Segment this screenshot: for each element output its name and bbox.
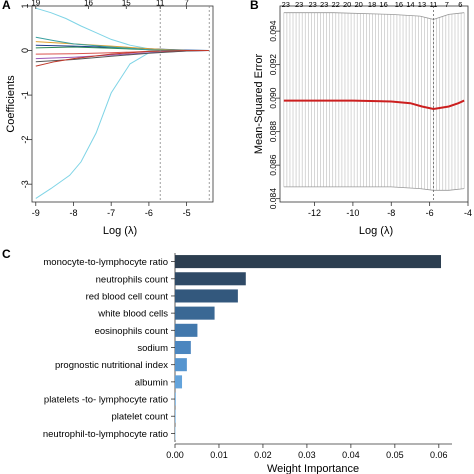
panel-a-frame [31,5,214,203]
weight-importance-panel: Weight Importance monocyte-to-lymphocyte… [43,253,452,474]
a-xtick-label-2: -7 [107,208,115,218]
a-xtick-label-0: -9 [32,208,40,218]
c-xtick-label-6: 0.06 [430,450,448,460]
b-xtick-label-2: -8 [387,208,395,218]
b-top-tick-label-4: 22 [331,0,339,9]
coefficient-path-0 [35,49,210,199]
a-top-tick-label-1: 16 [84,0,93,8]
feature-label-10: neutrophil-to-lymphocyte ratio [43,429,168,440]
a-ytick-label-2: -1 [20,91,30,99]
feature-label-0: monocyte-to-lymphocyte ratio [43,257,168,268]
a-top-tick-label-3: 11 [156,0,165,8]
c-xtick-label-3: 0.03 [298,450,316,460]
importance-bar-8 [175,392,176,406]
importance-bar-6 [175,358,187,372]
b-xtick-label-1: -10 [346,208,359,218]
mse-curve [283,99,465,111]
importance-bar-7 [175,375,183,389]
c-xtick-label-5: 0.05 [386,450,404,460]
coefficient-path-1 [35,7,210,51]
a-ytick-label-4: -3 [20,180,30,188]
feature-label-6: prognostic nutritional index [55,360,168,371]
b-ytick-label-1: 0.086 [268,154,278,176]
c-xtick-label-0: 0.00 [166,450,184,460]
b-top-tick-label-14: 6 [458,0,462,9]
panel-c-xlabel: Weight Importance [267,463,359,474]
b-top-tick-label-3: 23 [320,0,328,9]
b-top-tick-label-5: 20 [343,0,351,9]
feature-label-1: neutrophils count [96,274,169,285]
coefficient-path-9 [35,50,210,67]
importance-bar-0 [175,255,442,269]
a-top-tick-label-0: 19 [31,0,40,8]
a-ytick-label-0: 1 [20,3,30,8]
feature-label-4: eosinophils count [95,326,169,337]
b-ytick-label-3: 0.090 [268,87,278,109]
b-top-tick-label-2: 23 [308,0,316,9]
cross-validation-panel: Log (λ) Mean-Squared Error -12 -10 -8 -6 -4 0… [253,0,472,237]
lasso-coefficient-panel: Log (λ) Coefficients -9 -8 -7 -6 -5 1 0 -1 -2 -3 1… [5,0,214,237]
b-ytick-label-2: 0.088 [268,121,278,143]
feature-label-7: albumin [135,377,168,388]
feature-label-3: white blood cells [97,309,168,320]
a-ytick-label-3: -2 [20,136,30,144]
feature-label-9: platelet count [111,412,168,423]
panel-a-ylabel: Coefficients [5,75,17,133]
b-top-tick-label-12: 11 [430,0,438,9]
b-ytick-label-4: 0.092 [268,54,278,76]
b-xtick-label-4: -4 [464,208,472,218]
a-ytick-label-1: 0 [20,48,30,53]
b-top-tick-label-8: 16 [379,0,387,9]
c-xtick-label-4: 0.04 [342,450,360,460]
importance-bar-2 [175,289,238,303]
lower-bound-line [283,186,465,191]
panel-label-a: A [2,0,11,12]
feature-label-8: platelets -to- lymphocyte ratio [44,395,168,406]
a-xtick-label-1: -8 [69,208,77,218]
panel-b-ylabel: Mean-Squared Error [253,54,265,155]
b-top-tick-label-1: 23 [295,0,303,9]
importance-bar-5 [175,340,191,355]
importance-bar-1 [175,272,246,286]
upper-bound-line [283,12,465,20]
importance-bar-10 [175,426,176,440]
c-xtick-label-1: 0.01 [210,450,228,460]
b-ytick-label-0: 0.084 [268,188,278,210]
importance-bar-9 [175,409,176,423]
b-top-tick-label-13: 7 [445,0,449,9]
c-xtick-label-2: 0.02 [254,450,272,460]
panel-a-xlabel: Log (λ) [103,225,137,237]
a-top-tick-label-4: 7 [184,0,189,8]
a-xtick-label-3: -6 [145,208,153,218]
panel-b-xlabel: Log (λ) [359,225,393,237]
b-xtick-label-3: -6 [426,208,434,218]
b-top-tick-label-6: 20 [354,0,362,9]
b-top-tick-label-7: 18 [368,0,376,9]
b-top-tick-label-11: 13 [418,0,426,9]
importance-bar-3 [175,306,215,320]
panel-label-b: B [250,0,259,12]
b-top-tick-label-0: 23 [282,0,290,9]
coefficient-path-5 [35,50,210,60]
feature-label-5: sodium [137,343,168,354]
panel-b-frame [279,5,469,203]
b-top-tick-label-10: 14 [406,0,414,9]
a-xtick-label-4: -5 [183,208,191,218]
b-ytick-label-5: 0.094 [268,20,278,42]
feature-label-2: red blood cell count [86,291,169,302]
importance-bar-4 [175,323,198,337]
panel-label-c: C [2,247,11,261]
b-xtick-label-0: -12 [308,208,321,218]
a-top-tick-label-2: 15 [122,0,131,8]
b-top-tick-label-9: 16 [395,0,403,9]
